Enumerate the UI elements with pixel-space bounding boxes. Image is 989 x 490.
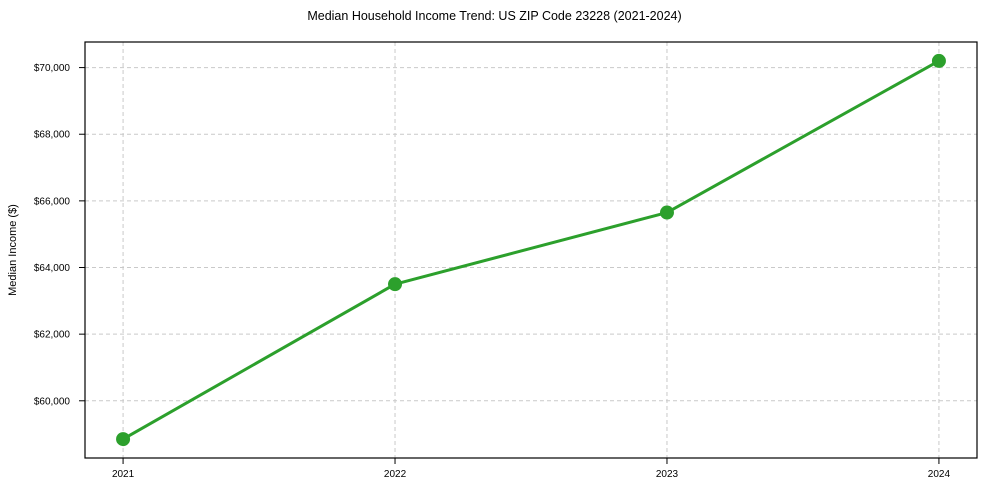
x-tick-label: 2023 (656, 469, 679, 480)
data-point-2024 (931, 53, 946, 68)
x-tick-label: 2022 (384, 469, 407, 480)
y-tick-label: $60,000 (34, 396, 71, 407)
y-tick-label: $66,000 (34, 196, 71, 207)
data-point-2023 (659, 205, 674, 220)
y-axis-label: Median Income ($) (7, 204, 19, 296)
y-tick-label: $62,000 (34, 330, 71, 341)
y-tick-label: $70,000 (34, 63, 71, 74)
data-point-2021 (116, 432, 131, 447)
chart-title: Median Household Income Trend: US ZIP Co… (307, 9, 682, 23)
plot-border (84, 41, 978, 459)
income-trend-line (121, 59, 941, 441)
x-tick-label: 2021 (112, 469, 135, 480)
y-tick-label: $64,000 (34, 263, 71, 274)
x-tick-label: 2024 (928, 469, 951, 480)
data-point-2022 (388, 277, 403, 292)
y-tick-label: $68,000 (34, 130, 71, 141)
